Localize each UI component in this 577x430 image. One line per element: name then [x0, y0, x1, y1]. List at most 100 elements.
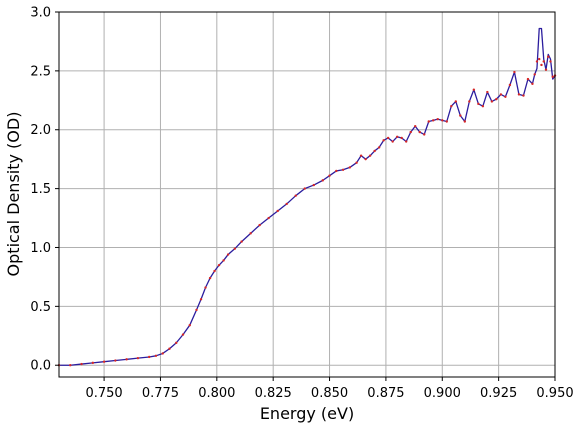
data-point: [490, 100, 494, 103]
data-point: [226, 253, 230, 256]
data-point: [249, 232, 252, 235]
x-tick-label: 0.925: [480, 386, 517, 401]
data-point: [441, 119, 444, 122]
data-point: [386, 136, 390, 140]
data-point: [213, 269, 216, 273]
y-tick-label: 3.0: [30, 6, 51, 21]
data-point: [199, 298, 203, 301]
data-point: [125, 358, 128, 361]
data-point: [364, 157, 367, 161]
data-point: [147, 355, 151, 359]
y-tick-label: 2.5: [30, 64, 51, 79]
data-point: [154, 354, 158, 358]
data-point: [114, 359, 117, 362]
data-point: [538, 57, 541, 61]
y-tick-label: 1.5: [30, 182, 51, 197]
data-point: [432, 119, 435, 122]
data-point: [522, 94, 525, 97]
x-tick-label: 0.775: [142, 386, 179, 401]
data-point: [181, 333, 185, 336]
data-point: [373, 149, 376, 153]
x-axis-title: Energy (eV): [260, 404, 354, 423]
data-point: [526, 77, 530, 81]
data-point: [504, 95, 507, 98]
y-tick-label: 0.5: [30, 300, 51, 315]
data-point: [102, 360, 106, 363]
data-point: [195, 308, 198, 312]
x-tick-label: 0.825: [255, 386, 292, 401]
data-point: [377, 146, 381, 149]
data-point: [335, 169, 338, 173]
data-point: [405, 140, 408, 143]
plot-frame: [58, 11, 556, 378]
data-point: [395, 135, 399, 139]
data-point: [542, 60, 545, 63]
y-tick-label: 2.0: [30, 123, 51, 138]
data-point: [486, 90, 489, 94]
data-point: [359, 154, 363, 157]
data-point: [233, 247, 237, 250]
data-point: [294, 194, 297, 197]
data-point: [69, 364, 72, 367]
data-point: [328, 174, 331, 177]
data-point: [414, 125, 417, 128]
data-point: [312, 183, 315, 187]
data-point: [208, 276, 212, 280]
x-tick-label: 0.750: [85, 386, 122, 401]
data-point: [303, 187, 306, 190]
data-point: [463, 120, 467, 123]
data-point: [368, 154, 372, 157]
x-tick-label: 0.850: [311, 386, 348, 401]
grid: [59, 11, 556, 377]
data-point: [400, 136, 403, 140]
data-point: [204, 286, 207, 289]
data-point: [549, 60, 552, 63]
data-point: [477, 102, 480, 106]
data-point: [276, 209, 279, 213]
x-tick-label: 0.800: [198, 386, 235, 401]
data-point: [409, 130, 412, 134]
data-point: [459, 114, 462, 117]
x-tick-label: 0.950: [536, 386, 573, 401]
y-tick-label: 0.0: [30, 359, 51, 374]
data-point: [517, 93, 521, 96]
data-point: [508, 83, 512, 87]
data-point: [450, 104, 453, 108]
data-point: [531, 82, 534, 86]
data-point: [188, 323, 191, 327]
data-point: [161, 352, 164, 355]
data-point: [355, 161, 358, 164]
data-point: [222, 259, 225, 262]
x-tick-label: 0.875: [367, 386, 404, 401]
data-point: [481, 104, 485, 108]
data-point: [544, 68, 548, 71]
data-point: [240, 240, 243, 243]
data-point: [168, 347, 171, 350]
data-point: [136, 356, 140, 360]
data-point: [533, 73, 536, 76]
data-point: [258, 223, 261, 227]
data-point: [80, 362, 83, 366]
data-point: [499, 93, 503, 96]
data-point: [321, 179, 324, 182]
data-point: [285, 202, 288, 206]
data-point: [217, 263, 221, 267]
y-axis-title: Optical Density (OD): [4, 112, 23, 277]
data-point: [551, 75, 554, 78]
axis-ticks: 0.750 0.775 0.800 0.825 0.850 0.875 0.900 0.925…: [30, 6, 573, 402]
data-point: [391, 140, 394, 143]
y-tick-label: 1.0: [30, 241, 51, 256]
data-point: [495, 97, 498, 101]
data-point: [454, 100, 457, 103]
data-point: [540, 63, 543, 67]
data-point: [267, 216, 270, 220]
series-line: [59, 27, 556, 366]
data-point: [91, 361, 95, 365]
data-point: [436, 117, 439, 121]
data-point: [472, 88, 476, 91]
data-point: [175, 341, 178, 345]
data-point: [513, 70, 516, 74]
data-point: [535, 60, 539, 63]
